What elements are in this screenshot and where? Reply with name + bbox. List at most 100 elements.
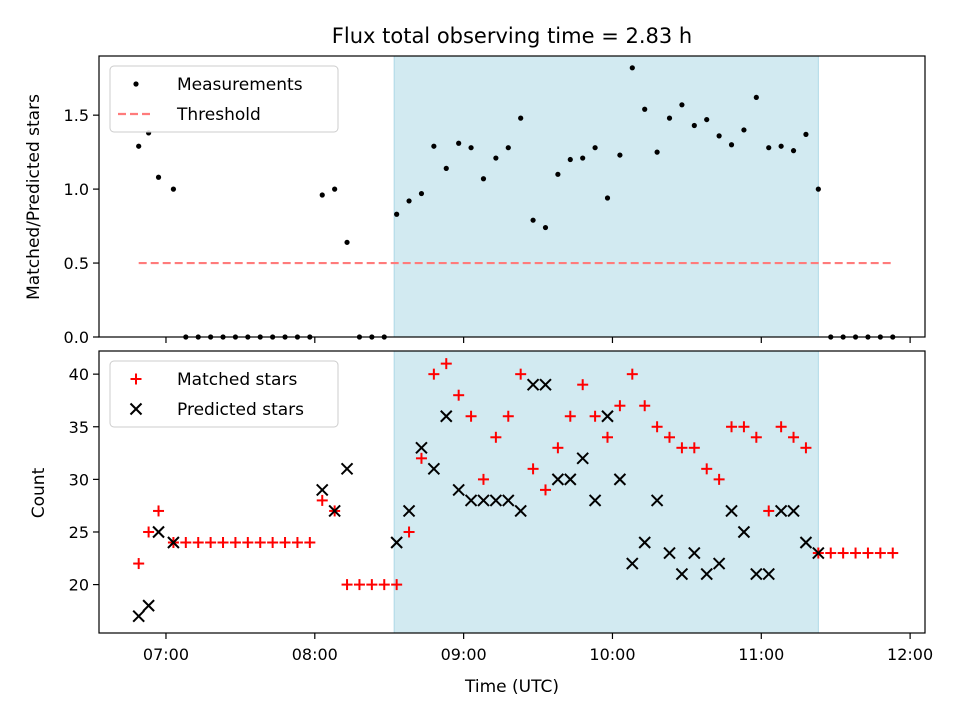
measurement-point — [155, 174, 162, 180]
measurement-point — [319, 192, 325, 198]
marker-d2 — [737, 525, 751, 539]
measurement-point — [704, 116, 710, 123]
matched-star-marker — [378, 579, 390, 591]
legend-box — [109, 65, 339, 133]
matched-star-marker — [279, 537, 291, 549]
matched-star-marker — [837, 547, 849, 559]
shaded-region — [393, 350, 819, 634]
marker-d2 — [663, 546, 676, 560]
measurement-point — [542, 224, 549, 231]
predicted-star-marker — [650, 494, 664, 507]
predicted-star-marker — [316, 483, 329, 497]
measurement-point — [493, 155, 499, 161]
marker-d2 — [564, 473, 577, 486]
measurement-point — [654, 149, 660, 155]
marker-d2 — [390, 536, 403, 549]
measurement-point — [753, 94, 759, 101]
legend-marker-measurements — [133, 81, 139, 87]
measurement-point — [344, 239, 350, 245]
matched-star-marker — [353, 579, 365, 591]
measurement-point — [629, 65, 635, 71]
y-tick-label: 25 — [69, 523, 89, 542]
matched-star-marker — [316, 494, 328, 506]
marker-d2 — [340, 462, 354, 476]
matched-star-marker — [763, 505, 775, 517]
marker-d2 — [787, 504, 800, 518]
measurement-point — [666, 115, 673, 121]
matched-star-marker — [428, 368, 440, 380]
y-tick-label: 30 — [69, 470, 89, 489]
predicted-star-marker — [340, 462, 354, 476]
matched-star-marker — [651, 421, 663, 433]
marker-d2 — [539, 378, 552, 391]
y-tick-label: 20 — [69, 576, 89, 595]
legend: Matched stars Predicted stars — [109, 360, 339, 428]
predicted-star-marker — [688, 546, 701, 560]
legend-label: Predicted stars — [177, 400, 304, 420]
measurement-point — [716, 133, 722, 139]
marker-d2 — [750, 567, 763, 581]
marker-d2 — [650, 494, 664, 507]
predicted-star-marker — [402, 504, 416, 518]
matched-star-marker — [229, 537, 241, 549]
matched-star-marker — [738, 421, 750, 433]
measurement-point — [456, 140, 462, 146]
y-tick-label: 35 — [69, 418, 89, 437]
legend-box — [109, 360, 339, 428]
marker-d2 — [799, 536, 813, 549]
matched-star-marker — [614, 400, 626, 412]
matched-star-marker — [291, 537, 303, 549]
matched-star-marker — [750, 431, 762, 443]
top-y-axis-label: Matched/Predicted stars — [24, 94, 44, 300]
matched-star-marker — [254, 537, 266, 549]
matched-star-marker — [639, 400, 651, 412]
predicted-star-marker — [132, 609, 145, 623]
matched-star-marker — [143, 526, 155, 538]
marker-d2 — [167, 536, 180, 549]
measurement-point — [815, 186, 821, 192]
legend: Measurements Threshold — [109, 65, 339, 133]
predicted-star-marker — [564, 473, 577, 486]
marker-d2 — [132, 609, 145, 623]
matched-star-marker — [341, 579, 353, 591]
marker-d2 — [551, 473, 565, 486]
marker-d2 — [774, 504, 788, 518]
marker-d2 — [638, 536, 651, 549]
measurement-point — [567, 156, 573, 163]
predicted-star-marker — [638, 536, 651, 549]
measurement-point — [728, 142, 735, 148]
measurement-point — [480, 176, 487, 182]
marker-d2 — [316, 483, 329, 497]
matched-star-marker — [539, 484, 551, 496]
matched-star-marker — [626, 368, 638, 380]
measurement-point — [418, 190, 425, 197]
measurement-point — [530, 217, 536, 223]
predicted-star-marker — [526, 378, 540, 391]
y-tick-label: 0.0 — [64, 328, 89, 347]
marker-d2 — [152, 525, 165, 539]
marker-d2 — [613, 473, 627, 486]
measurement-point — [604, 195, 611, 201]
marker-d2 — [675, 567, 689, 581]
measurement-point — [790, 148, 797, 154]
legend-label: Measurements — [177, 75, 303, 95]
chart-title: Flux total observing time = 2.83 h — [332, 24, 692, 48]
predicted-star-marker — [700, 567, 713, 581]
marker-d2 — [626, 557, 639, 570]
matched-star-marker — [664, 431, 676, 443]
predicted-star-marker — [390, 536, 403, 549]
predicted-star-marker — [613, 473, 627, 486]
measurement-point — [803, 131, 809, 137]
x-tick-label: 07:00 — [143, 645, 189, 664]
x-tick-label: 09:00 — [441, 645, 487, 664]
predicted-star-marker — [539, 378, 552, 391]
matched-star-marker — [502, 410, 514, 422]
predicted-star-marker — [452, 483, 465, 497]
matched-star-marker — [153, 505, 165, 517]
matched-star-marker — [391, 579, 403, 591]
matched-star-marker — [180, 537, 192, 549]
predicted-star-marker — [502, 494, 515, 507]
predicted-star-marker — [415, 441, 428, 455]
measurement-point — [592, 145, 598, 151]
predicted-star-marker — [725, 504, 738, 518]
